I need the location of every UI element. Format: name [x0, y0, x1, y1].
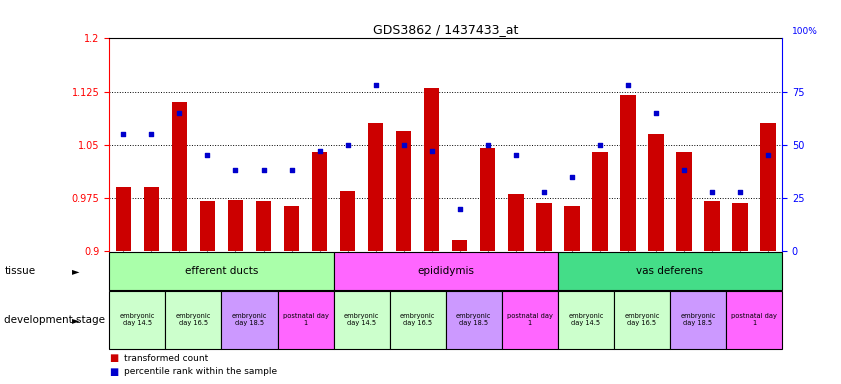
- Bar: [424, 88, 439, 251]
- Point: [229, 167, 242, 173]
- Bar: [256, 202, 271, 251]
- Bar: [389, 291, 446, 349]
- Bar: [312, 152, 327, 251]
- Text: embryonic
day 16.5: embryonic day 16.5: [624, 313, 659, 326]
- Bar: [558, 291, 614, 349]
- Bar: [368, 124, 383, 251]
- Bar: [726, 291, 782, 349]
- Bar: [760, 124, 775, 251]
- Bar: [480, 148, 495, 251]
- Title: GDS3862 / 1437433_at: GDS3862 / 1437433_at: [373, 23, 518, 36]
- Bar: [340, 191, 355, 251]
- Bar: [502, 291, 558, 349]
- Bar: [221, 291, 278, 349]
- Bar: [452, 240, 468, 251]
- Bar: [733, 203, 748, 251]
- Text: embryonic
day 18.5: embryonic day 18.5: [232, 313, 267, 326]
- Text: embryonic
day 14.5: embryonic day 14.5: [344, 313, 379, 326]
- Text: ►: ►: [71, 315, 79, 325]
- Point: [537, 189, 551, 195]
- Bar: [670, 291, 726, 349]
- Point: [172, 110, 186, 116]
- Point: [593, 142, 606, 148]
- Bar: [620, 95, 636, 251]
- Text: vas deferens: vas deferens: [637, 266, 704, 276]
- Point: [117, 131, 130, 137]
- Point: [481, 142, 495, 148]
- Bar: [614, 291, 670, 349]
- Bar: [446, 291, 502, 349]
- Bar: [558, 252, 782, 290]
- Point: [145, 131, 158, 137]
- Bar: [199, 202, 215, 251]
- Text: transformed count: transformed count: [124, 354, 209, 362]
- Bar: [334, 291, 389, 349]
- Point: [369, 82, 383, 88]
- Point: [397, 142, 410, 148]
- Point: [621, 82, 635, 88]
- Point: [257, 167, 270, 173]
- Bar: [536, 203, 552, 251]
- Bar: [109, 291, 166, 349]
- Bar: [166, 291, 221, 349]
- Text: embryonic
day 16.5: embryonic day 16.5: [176, 313, 211, 326]
- Text: ■: ■: [109, 367, 119, 377]
- Text: postnatal day
1: postnatal day 1: [283, 313, 329, 326]
- Bar: [676, 152, 691, 251]
- Bar: [115, 187, 131, 251]
- Text: embryonic
day 16.5: embryonic day 16.5: [400, 313, 436, 326]
- Bar: [334, 252, 558, 290]
- Bar: [172, 102, 187, 251]
- Text: 100%: 100%: [792, 27, 818, 36]
- Text: epididymis: epididymis: [417, 266, 474, 276]
- Point: [285, 167, 299, 173]
- Point: [677, 167, 690, 173]
- Text: postnatal day
1: postnatal day 1: [731, 313, 777, 326]
- Point: [761, 152, 775, 159]
- Text: embryonic
day 14.5: embryonic day 14.5: [569, 313, 604, 326]
- Point: [341, 142, 354, 148]
- Point: [453, 205, 467, 212]
- Bar: [278, 291, 334, 349]
- Text: percentile rank within the sample: percentile rank within the sample: [124, 367, 278, 376]
- Text: ■: ■: [109, 353, 119, 363]
- Bar: [228, 200, 243, 251]
- Bar: [508, 194, 523, 251]
- Bar: [144, 187, 159, 251]
- Point: [649, 110, 663, 116]
- Bar: [592, 152, 607, 251]
- Text: embryonic
day 18.5: embryonic day 18.5: [456, 313, 491, 326]
- Text: efferent ducts: efferent ducts: [185, 266, 258, 276]
- Bar: [648, 134, 664, 251]
- Point: [313, 148, 326, 154]
- Text: embryonic
day 14.5: embryonic day 14.5: [119, 313, 155, 326]
- Bar: [396, 131, 411, 251]
- Point: [733, 189, 747, 195]
- Text: development stage: development stage: [4, 315, 105, 325]
- Bar: [704, 202, 720, 251]
- Bar: [283, 207, 299, 251]
- Point: [425, 148, 438, 154]
- Bar: [564, 207, 579, 251]
- Text: embryonic
day 18.5: embryonic day 18.5: [680, 313, 716, 326]
- Point: [201, 152, 214, 159]
- Bar: [109, 252, 334, 290]
- Point: [509, 152, 522, 159]
- Text: postnatal day
1: postnatal day 1: [507, 313, 553, 326]
- Text: tissue: tissue: [4, 266, 35, 276]
- Point: [706, 189, 719, 195]
- Text: ►: ►: [71, 266, 79, 276]
- Point: [565, 174, 579, 180]
